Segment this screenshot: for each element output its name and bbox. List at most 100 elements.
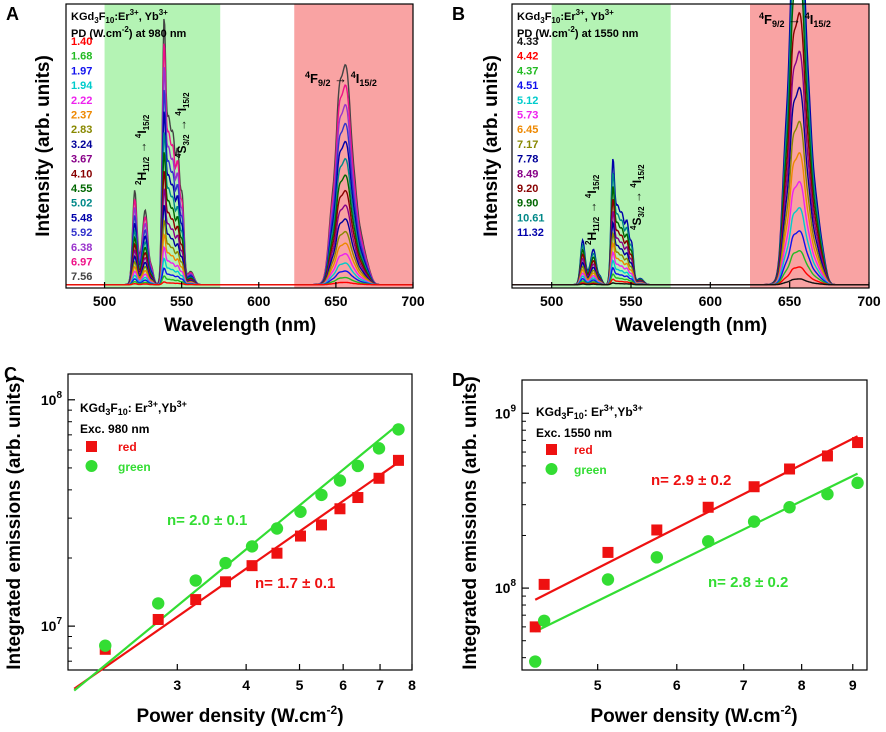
- x-tick-label: 8: [408, 677, 416, 693]
- panel-d-excitation: Exc. 1550 nm: [536, 426, 612, 440]
- panel-c-y-axis-title: Integrated emissions (arb. units): [4, 376, 25, 670]
- legend-entry: 4.42: [517, 51, 538, 63]
- legend-entry: 4.51: [517, 80, 538, 92]
- panel-d-y-ticks: 108 109: [495, 403, 529, 659]
- panel-b-y-axis-title: Intensity (arb. units): [481, 55, 502, 237]
- x-tick-label: 550: [170, 293, 194, 309]
- x-tick-label: 600: [699, 293, 723, 309]
- green-fit-line: [73, 423, 400, 692]
- green-data-point: [851, 476, 864, 490]
- panel-c-green-fit-label: n= 2.0 ± 0.1: [167, 512, 247, 529]
- green-data-point: [152, 597, 165, 610]
- red-data-point: [392, 454, 404, 466]
- legend-entry: 1.94: [71, 80, 93, 92]
- panel-a-x-axis-title: Wavelength (nm): [164, 315, 316, 336]
- panel-b-transitions: 2H11/2 → 4I15/2 4S3/2 → 4I15/2 4F9/2 → 4…: [584, 11, 831, 245]
- red-data-point: [334, 503, 346, 515]
- red-data-point: [784, 463, 796, 475]
- panel-a-x-ticks: 500 550 600 650 700: [93, 282, 425, 309]
- panel-a-plot-area: [66, 4, 413, 288]
- panel-a-transitions: 2H11/2 → 4I15/2 4S3/2 → 4I15/2 4F9/2 → 4…: [134, 70, 377, 185]
- green-data-point: [650, 551, 664, 564]
- panel-d-plot-area: [529, 435, 864, 668]
- spectrum-line: [512, 278, 869, 286]
- x-tick-label: 500: [93, 293, 117, 309]
- x-tick-label: 6: [339, 677, 347, 693]
- legend-entry: 6.38: [71, 242, 92, 254]
- panel-d-compound: KGd3F10: Er3+,Yb3+: [536, 403, 643, 421]
- legend-entry: 2.83: [71, 124, 92, 136]
- panel-b-legend: 4.33 4.42 4.37 4.51 5.12 5.73 6.45 7.17 7.78 8.49…: [517, 36, 545, 239]
- green-data-point: [601, 573, 615, 586]
- red-data-point: [315, 519, 327, 531]
- green-data-point: [821, 487, 834, 501]
- legend-entry: 5.48: [71, 212, 92, 224]
- legend-green-label: green: [118, 460, 151, 474]
- x-tick-label: 8: [798, 677, 806, 693]
- legend-entry: 6.45: [517, 124, 538, 136]
- red-data-point: [702, 501, 714, 513]
- panel-c-x-axis-title: Power density (W.cm-2): [136, 703, 343, 727]
- legend-green-label: green: [574, 463, 607, 477]
- x-tick-label: 7: [740, 677, 748, 693]
- x-tick-label: 650: [778, 293, 802, 309]
- red-data-point: [538, 578, 550, 590]
- red-data-point: [294, 530, 306, 542]
- legend-green-marker: [545, 463, 558, 475]
- panel-d-y-axis-title: Integrated emissions (arb. units): [460, 376, 481, 670]
- panel-label-d: D: [452, 370, 465, 390]
- legend-entry: 8.49: [517, 168, 538, 180]
- legend-entry: 3.24: [71, 139, 93, 151]
- red-data-point: [529, 621, 541, 633]
- legend-entry: 7.56: [71, 271, 92, 283]
- green-data-point: [333, 474, 347, 487]
- red-data-point: [602, 546, 614, 558]
- panel-a-label-2h11: 2H11/2 → 4I15/2: [134, 114, 151, 185]
- legend-entry: 5.73: [517, 110, 538, 122]
- x-tick-label: 700: [857, 293, 881, 309]
- x-tick-label: 6: [673, 677, 681, 693]
- panel-d-x-ticks: 5 6 7 8 9: [594, 664, 857, 693]
- y-tick-label: 107: [41, 616, 63, 634]
- legend-entry: 4.37: [517, 65, 538, 77]
- panel-c-legend: red green: [85, 440, 151, 474]
- legend-green-marker: [85, 460, 98, 472]
- panel-a-label-4f92: 4F9/2 → 4I15/2: [305, 70, 377, 88]
- red-data-point: [352, 492, 364, 504]
- legend-entry: 5.92: [71, 227, 92, 239]
- red-fit-line: [534, 435, 859, 601]
- red-data-point: [220, 576, 232, 588]
- green-data-point: [537, 614, 551, 627]
- x-tick-label: 700: [401, 293, 425, 309]
- panel-b-label-4s32: 4S3/2 → 4I15/2: [629, 164, 646, 230]
- green-data-point: [99, 639, 112, 652]
- legend-red-marker: [546, 444, 557, 455]
- legend-entry: 4.10: [71, 168, 92, 180]
- panel-d-green-fit-label: n= 2.8 ± 0.2: [708, 574, 788, 591]
- legend-entry: 5.02: [71, 198, 92, 210]
- x-tick-label: 7: [376, 677, 384, 693]
- panel-label-b: B: [452, 4, 465, 24]
- red-data-point: [271, 547, 283, 559]
- panel-d: D 5 6 7 8 9 108 109 Power density (W.cm-2) In…: [452, 370, 868, 727]
- panel-a-compound: KGd3F10:Er3+, Yb3+: [71, 8, 168, 25]
- green-fit-line: [534, 472, 859, 633]
- legend-entry: 1.40: [71, 36, 92, 48]
- legend-entry: 10.61: [517, 212, 545, 224]
- green-data-point: [219, 556, 232, 570]
- x-tick-label: 5: [296, 677, 304, 693]
- spectrum-line: [66, 281, 413, 286]
- legend-entry: 6.97: [71, 257, 92, 269]
- legend-entry: 1.68: [71, 51, 92, 63]
- y-tick-label: 108: [495, 578, 517, 596]
- green-data-point: [747, 515, 761, 528]
- panel-c-plot-area: [73, 423, 405, 692]
- legend-entry: 2.37: [71, 110, 92, 122]
- green-data-point: [783, 501, 796, 514]
- panel-a: A 500 550 600 650 700 Wavelength (nm) Intens…: [6, 3, 425, 336]
- y-tick-label: 108: [41, 390, 63, 408]
- x-tick-label: 500: [540, 293, 564, 309]
- legend-entry: 2.22: [71, 95, 92, 107]
- legend-red-label: red: [574, 443, 593, 457]
- panel-b-x-ticks: 500 550 600 650 700: [540, 282, 881, 309]
